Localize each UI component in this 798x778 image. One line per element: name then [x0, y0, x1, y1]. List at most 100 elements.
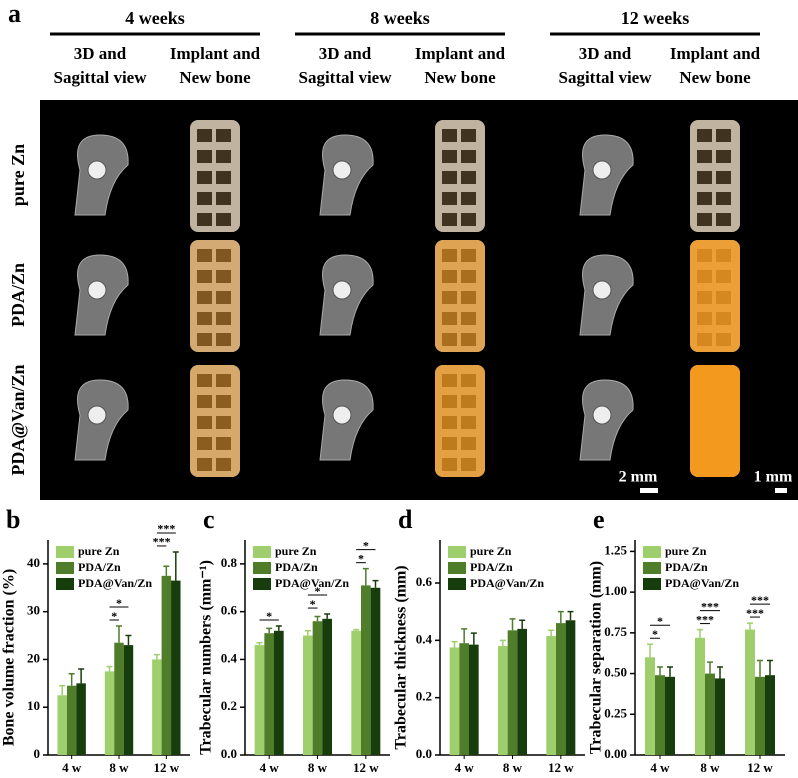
bar — [264, 633, 274, 755]
image-panel — [40, 100, 798, 500]
significance-label: * — [358, 551, 364, 565]
new-bone — [190, 240, 240, 352]
scaffold-pore — [197, 192, 212, 205]
error-bar — [499, 639, 506, 647]
column-header: Implant and — [670, 44, 761, 63]
new-bone — [690, 240, 740, 352]
legend-swatch — [643, 562, 661, 574]
scaffold-pore — [442, 171, 457, 184]
error-bar — [59, 684, 66, 696]
significance-label: * — [315, 584, 321, 598]
column-header: 3D and — [579, 44, 632, 63]
implant-section — [87, 280, 107, 300]
error-bar — [106, 665, 113, 672]
legend-label: pure Zn — [470, 544, 512, 558]
error-bar — [567, 610, 574, 621]
y-tick-label: 1.00 — [604, 583, 627, 598]
legend-swatch — [56, 578, 74, 590]
y-tick-label: 20 — [27, 650, 40, 665]
bar — [546, 636, 556, 755]
bar — [171, 580, 181, 755]
x-tick-label: 8 w — [700, 760, 720, 775]
scaffold-pore — [216, 192, 231, 205]
error-bar — [519, 619, 526, 629]
scaffold-pore — [197, 213, 212, 226]
significance-label: * — [310, 597, 316, 611]
bar — [745, 629, 755, 755]
implant-section — [592, 405, 612, 425]
scaffold-pore — [197, 249, 212, 262]
legend-label: PDA/Zn — [78, 560, 121, 574]
scaffold-pore — [216, 129, 231, 142]
row-label: PDA/Zn — [8, 263, 28, 327]
significance-label: * — [111, 609, 117, 623]
error-bar — [116, 625, 122, 643]
scaffold-pore — [697, 192, 712, 205]
error-bar — [707, 661, 713, 674]
x-tick-label: 12 w — [747, 760, 773, 775]
scale-label: 1 mm — [754, 469, 793, 486]
error-bar — [153, 653, 160, 660]
legend-swatch — [643, 546, 661, 558]
implant-section — [592, 280, 612, 300]
legend-label: PDA@Van/Zn — [665, 576, 739, 590]
implant-section — [87, 160, 107, 180]
legend-label: pure Zn — [665, 544, 707, 558]
significance-label: *** — [701, 599, 719, 613]
scaffold-pore — [716, 171, 731, 184]
new-bone — [690, 120, 740, 232]
significance-label: *** — [746, 606, 764, 620]
new-bone — [435, 365, 485, 477]
scaffold-pore — [442, 192, 457, 205]
legend-swatch — [253, 578, 271, 590]
error-bar — [362, 567, 369, 586]
bar — [351, 630, 361, 755]
bar — [312, 621, 323, 755]
panel-label: a — [8, 0, 21, 28]
bar — [161, 575, 172, 755]
column-header: Implant and — [415, 44, 506, 63]
y-tick-label: 0.8 — [221, 555, 238, 570]
scale-label: 2 mm — [619, 469, 658, 486]
panel-label: c — [203, 505, 215, 534]
bar — [152, 659, 162, 755]
y-tick-label: 0.2 — [221, 698, 237, 713]
y-tick-label: 0.2 — [416, 689, 432, 704]
bar — [57, 695, 67, 755]
error-bar — [509, 618, 516, 631]
error-bar — [125, 634, 132, 646]
scaffold-pore — [197, 312, 212, 325]
y-tick-label: 0.4 — [416, 631, 433, 646]
implant-section — [87, 405, 107, 425]
bar — [507, 630, 518, 755]
column-header: Sagittal view — [558, 68, 652, 87]
legend-swatch — [56, 562, 74, 574]
bar — [556, 623, 566, 755]
scaffold-pore — [461, 171, 476, 184]
column-header: New bone — [679, 68, 751, 87]
scaffold-pore — [716, 150, 731, 163]
legend-swatch — [253, 546, 271, 558]
column-header: New bone — [179, 68, 251, 87]
scaffold-pore — [716, 213, 731, 226]
scaffold-pore — [197, 270, 212, 283]
scaffold-pore — [716, 129, 731, 142]
new-bone — [190, 120, 240, 232]
panel-label: d — [398, 505, 413, 534]
y-axis-label: Trabecular separation (mm) — [588, 561, 605, 754]
y-axis-label: Bone volume fraction (%) — [1, 569, 18, 746]
panel-label: e — [593, 505, 605, 534]
bar — [123, 645, 134, 755]
y-axis-label: Trabecular numbers (mm⁻¹) — [198, 560, 215, 755]
scaffold-pore — [197, 291, 212, 304]
x-tick-label: 12 w — [548, 760, 574, 775]
scaffold-pore — [697, 129, 712, 142]
error-bar — [548, 629, 555, 637]
scaffold-pore — [442, 213, 457, 226]
significance-label: * — [266, 609, 272, 623]
scaffold-pore — [197, 129, 212, 142]
scaffold-pore — [461, 192, 476, 205]
error-bar — [353, 628, 360, 631]
row-label: PDA@Van/Zn — [8, 364, 28, 475]
bar — [274, 630, 284, 755]
